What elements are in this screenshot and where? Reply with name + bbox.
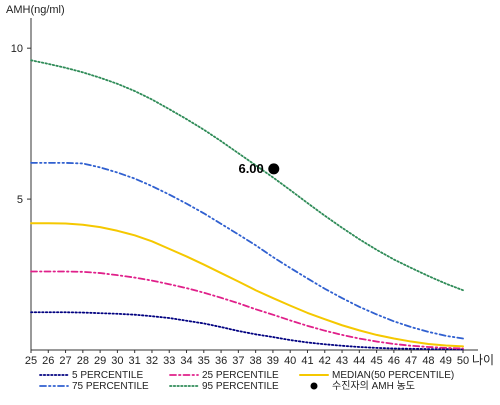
x-tick-label: 27 <box>59 355 71 367</box>
x-tick-label: 46 <box>388 355 400 367</box>
x-tick-label: 48 <box>422 355 434 367</box>
legend-item: MEDIAN(50 PERCENTILE) <box>299 370 454 381</box>
series-line-5-percentile <box>30 311 464 351</box>
series-line-median-50-percentile <box>30 222 464 348</box>
legend: 5 PERCENTILE 25 PERCENTILE MEDIAN(50 PERCE… <box>39 370 454 392</box>
x-tick-label: 33 <box>163 355 175 367</box>
legend-item: 95 PERCENTILE <box>169 381 279 392</box>
x-tick-label: 42 <box>319 355 331 367</box>
y-tick-label: 5 <box>17 194 23 206</box>
x-tick-label: 28 <box>77 355 89 367</box>
x-tick-label: 35 <box>198 355 210 367</box>
x-tick-label: 32 <box>146 355 158 367</box>
x-tick-label: 25 <box>25 355 37 367</box>
y-tick-label: 10 <box>11 43 23 55</box>
x-tick-label: 26 <box>42 355 54 367</box>
amh-marker-group: 6.00 <box>238 161 280 176</box>
x-tick-label: 47 <box>405 355 417 367</box>
x-tick-label: 36 <box>215 355 227 367</box>
x-tick-label: 41 <box>301 355 313 367</box>
amh-marker-point <box>268 163 280 175</box>
x-tick-label: 40 <box>284 355 296 367</box>
legend-item: 75 PERCENTILE <box>39 381 149 392</box>
x-tick-label: 44 <box>353 355 365 367</box>
series-line-95-percentile <box>30 59 464 292</box>
y-ticks: 5 10 <box>11 43 31 206</box>
x-tick-label: 39 <box>267 355 279 367</box>
legend-label: MEDIAN(50 PERCENTILE) <box>332 370 454 381</box>
series-line-75-percentile <box>30 161 464 340</box>
x-tick-label: 29 <box>94 355 106 367</box>
legend-item: 수진자의 AMH 농도 <box>310 380 415 392</box>
x-tick-label: 31 <box>129 355 141 367</box>
amh-marker-label: 6.00 <box>238 161 263 176</box>
series-lines <box>30 59 464 351</box>
x-tick-label: 45 <box>370 355 382 367</box>
legend-marker-symbol <box>310 382 318 390</box>
legend-label: 75 PERCENTILE <box>72 381 149 392</box>
x-tick-label: 37 <box>232 355 244 367</box>
legend-label: 수진자의 AMH 농도 <box>332 380 415 392</box>
x-tick-label: 43 <box>336 355 348 367</box>
x-axis-title: 나이 <box>472 353 494 367</box>
legend-item: 25 PERCENTILE <box>169 370 279 381</box>
x-tick-label: 34 <box>180 355 192 367</box>
x-ticks: 25 26 27 28 29 30 31 32 33 34 35 36 37 38 39 40 41 42 43 44… <box>25 350 469 367</box>
x-tick-label: 30 <box>111 355 123 367</box>
legend-item: 5 PERCENTILE <box>39 370 143 381</box>
legend-label: 25 PERCENTILE <box>202 370 279 381</box>
legend-label: 95 PERCENTILE <box>202 381 279 392</box>
x-tick-label: 50 <box>457 355 469 367</box>
series-line-25-percentile <box>30 270 464 350</box>
y-axis-title: AMH(ng/ml) <box>6 4 65 16</box>
x-tick-label: 38 <box>250 355 262 367</box>
x-tick-label: 49 <box>440 355 452 367</box>
legend-label: 5 PERCENTILE <box>72 370 143 381</box>
